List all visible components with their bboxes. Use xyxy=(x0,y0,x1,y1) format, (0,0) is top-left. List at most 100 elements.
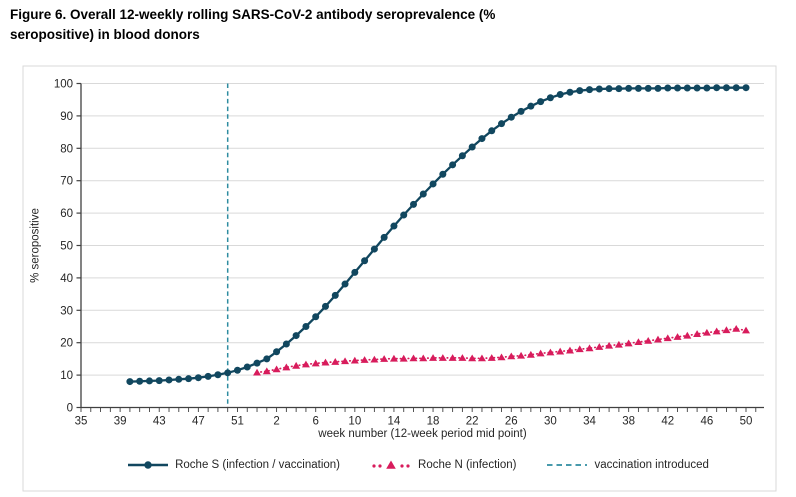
roche-s-marker xyxy=(224,369,232,377)
roche-s-marker xyxy=(576,87,584,95)
roche-n-marker xyxy=(409,354,418,362)
roche-n-marker xyxy=(301,360,310,368)
x-tick-label-26: 26 xyxy=(505,416,518,428)
legend-item-roche-s: Roche S (infection / vaccination) xyxy=(127,459,340,471)
roche-s-marker xyxy=(370,245,378,253)
x-tick-label-42: 42 xyxy=(661,416,674,428)
roche-n-marker xyxy=(458,354,467,361)
roche-s-marker xyxy=(410,200,417,208)
roche-n-marker xyxy=(556,347,565,355)
roche-n-marker xyxy=(575,345,584,353)
roche-n-marker xyxy=(477,354,486,362)
roche-s-marker xyxy=(458,152,466,160)
roche-n-marker xyxy=(419,354,428,362)
roche-n-marker xyxy=(507,352,516,360)
roche-n-marker xyxy=(673,333,682,340)
x-tick-label-30: 30 xyxy=(544,416,557,428)
x-tick-label-22: 22 xyxy=(466,416,479,428)
x-tick-label-18: 18 xyxy=(427,416,440,428)
roche-n-marker xyxy=(742,326,750,334)
roche-n-legend-marker xyxy=(372,460,410,469)
roche-n-marker xyxy=(370,355,379,363)
legend-label-roche-s: Roche S (infection / vaccination) xyxy=(175,459,341,471)
roche-n-marker xyxy=(341,357,350,365)
roche-s-marker xyxy=(321,302,329,310)
x-tick-label-43: 43 xyxy=(153,416,166,428)
roche-s-marker xyxy=(214,371,222,379)
roche-s-marker xyxy=(644,84,652,92)
roche-s-marker xyxy=(634,84,642,92)
roche-s-marker xyxy=(478,135,486,143)
roche-n-marker xyxy=(653,335,662,343)
roche-s-marker xyxy=(351,268,359,276)
chart-border xyxy=(22,65,777,492)
roche-s-marker xyxy=(488,127,496,135)
y-tick-label-70: 70 xyxy=(60,176,73,188)
roche-s-marker xyxy=(586,86,594,94)
roche-s-marker xyxy=(429,180,437,188)
roche-n-marker xyxy=(399,354,408,362)
roche-s-marker xyxy=(273,348,281,356)
roche-n-marker xyxy=(712,327,721,335)
roche-s-marker xyxy=(233,366,241,374)
x-tick-label-38: 38 xyxy=(622,416,635,428)
figure-title: Figure 6. Overall 12-weekly rolling SARS… xyxy=(10,7,496,43)
roche-s-marker xyxy=(341,280,349,288)
roche-n-marker xyxy=(292,361,301,369)
legend-item-vaccination: vaccination introduced xyxy=(546,459,709,471)
y-tick-label-60: 60 xyxy=(60,208,73,220)
roche-n-marker xyxy=(448,354,457,361)
roche-s-marker xyxy=(253,359,261,367)
roche-s-marker xyxy=(282,340,290,348)
roche-n-marker xyxy=(605,341,614,349)
roche-s-marker xyxy=(145,377,153,385)
roche-s-line xyxy=(128,86,748,383)
legend-label-vaccination: vaccination introduced xyxy=(594,459,709,471)
roche-s-marker xyxy=(155,377,163,385)
roche-s-marker xyxy=(204,372,212,380)
roche-s-marker xyxy=(380,233,388,241)
roche-n-marker xyxy=(389,354,398,362)
roche-n-marker xyxy=(468,354,477,362)
x-tick-label-47: 47 xyxy=(192,416,205,428)
roche-n-marker xyxy=(311,359,320,367)
roche-s-marker xyxy=(683,84,691,92)
x-tick-label-6: 6 xyxy=(313,416,319,428)
x-tick-label-39: 39 xyxy=(114,416,127,428)
roche-n-marker xyxy=(380,355,389,362)
roche-s-marker xyxy=(732,84,740,92)
x-tick-label-2: 2 xyxy=(273,416,279,428)
roche-n-marker xyxy=(331,358,340,365)
roche-n-marker xyxy=(614,340,623,348)
y-tick-label-30: 30 xyxy=(60,305,73,317)
roche-n-marker xyxy=(536,349,545,357)
roche-s-marker xyxy=(390,222,398,230)
roche-s-marker xyxy=(175,375,183,383)
x-tick-label-51: 51 xyxy=(231,416,244,428)
roche-n-marker xyxy=(360,356,369,363)
roche-n-marker xyxy=(526,350,535,358)
x-tick-label-46: 46 xyxy=(700,416,713,428)
roche-s-marker xyxy=(713,84,721,92)
vaccination-legend-marker xyxy=(547,464,588,466)
roche-s-marker xyxy=(507,113,515,121)
roche-s-marker xyxy=(654,84,662,92)
roche-s-marker xyxy=(664,84,672,92)
roche-s-marker xyxy=(546,94,554,102)
roche-n-marker xyxy=(546,348,555,356)
roche-s-legend-marker xyxy=(128,461,169,469)
roche-s-marker xyxy=(302,323,310,330)
roche-s-marker xyxy=(312,313,320,321)
roche-s-marker xyxy=(165,376,173,384)
roche-n-marker xyxy=(272,365,281,373)
roche-n-marker xyxy=(585,344,594,352)
x-tick-label-35: 35 xyxy=(75,416,88,428)
roche-n-marker xyxy=(282,363,291,371)
x-tick-label-34: 34 xyxy=(583,416,596,428)
roche-s-marker xyxy=(136,377,144,385)
roche-s-marker xyxy=(517,107,525,115)
y-tick-label-80: 80 xyxy=(60,143,73,155)
roche-s-marker xyxy=(537,98,545,106)
